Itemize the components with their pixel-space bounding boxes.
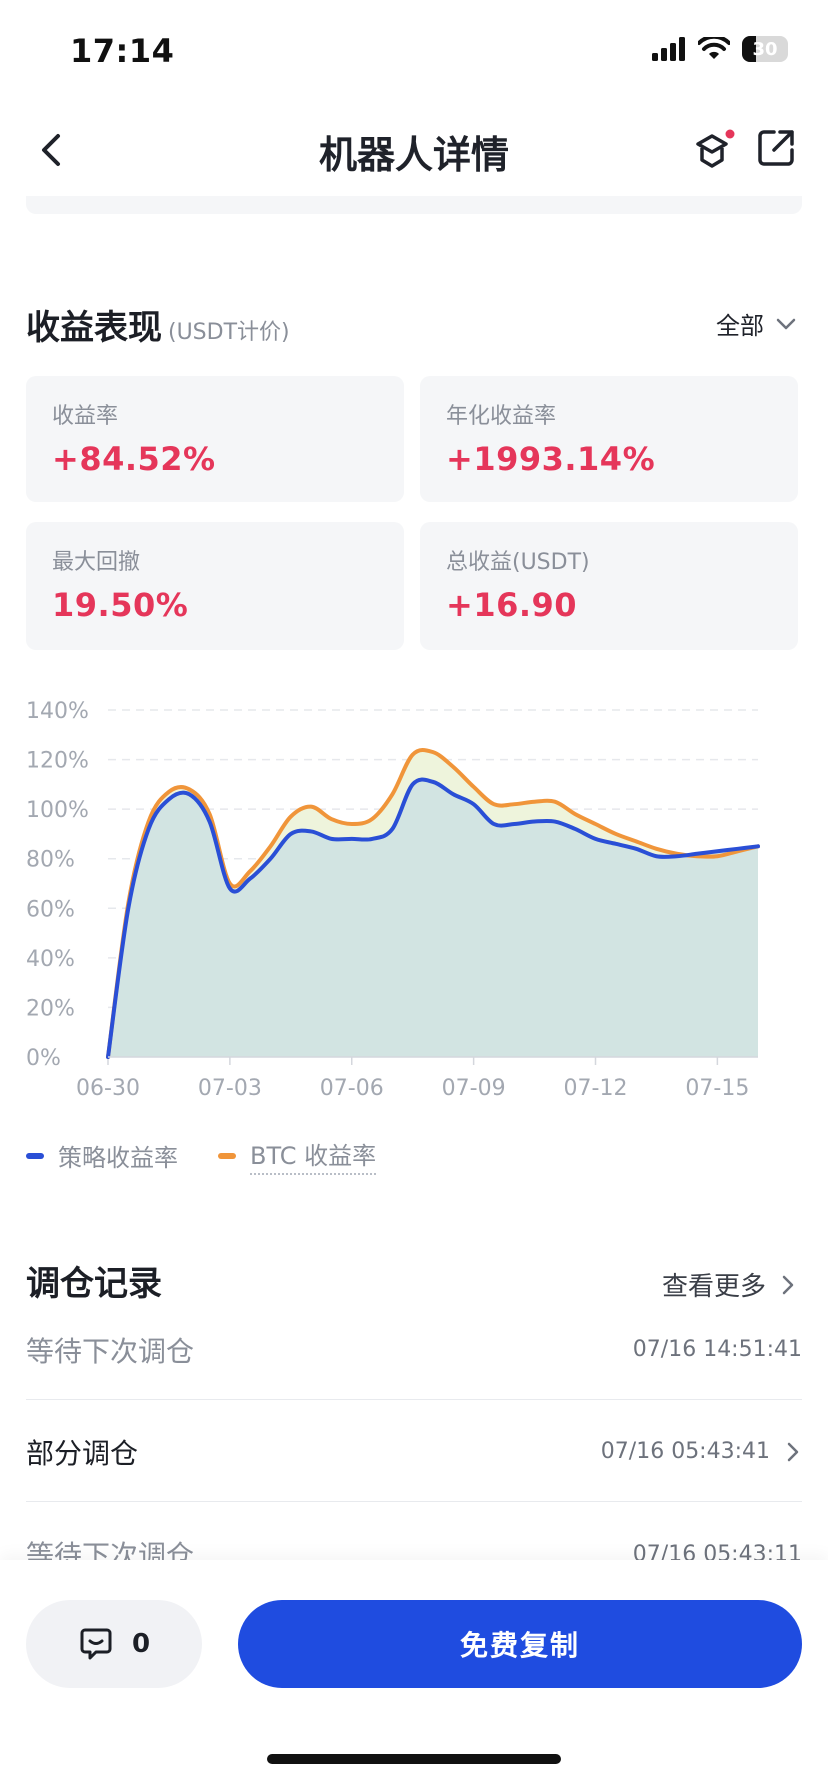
share-icon[interactable] [752,124,800,172]
x-tick-label: 07-12 [564,1076,628,1101]
strategy-area [108,779,758,1057]
x-tick-label: 07-15 [685,1076,749,1101]
y-tick-label: 40% [26,947,75,972]
stat-value: +84.52% [52,440,216,478]
chevron-right-icon [787,1442,799,1461]
legend-swatch [218,1152,236,1159]
chevron-down-icon [776,318,796,329]
records-title: 调仓记录 [26,1264,162,1304]
legend-label: BTC 收益率 [250,1136,377,1175]
stat-card-return: 收益率 +84.52% [26,376,404,502]
x-tick-label: 06-30 [76,1076,140,1101]
back-arrow-icon[interactable] [30,128,74,172]
stat-value: +1993.14% [446,440,656,478]
y-tick-label: 80% [26,848,75,873]
stat-label: 总收益(USDT) [446,550,590,575]
stat-label: 年化收益率 [446,404,557,429]
cellular-signal-icon [652,37,685,61]
chart-legend: 策略收益率 BTC 收益率 [26,1136,377,1175]
home-indicator [267,1754,561,1764]
free-copy-button[interactable]: 免费复制 [238,1600,802,1688]
view-more-link[interactable]: 查看更多 [662,1266,798,1303]
view-more-label: 查看更多 [661,1272,766,1302]
graduation-cap-icon[interactable] [690,126,738,174]
y-tick-label: 120% [26,749,89,774]
period-filter-label: 全部 [716,312,764,340]
performance-title: 收益表现 (USDT计价) [26,308,290,348]
stat-card-total-profit: 总收益(USDT) +16.90 [420,522,798,650]
stat-value: +16.90 [446,586,578,624]
battery-level: 30 [752,38,778,60]
stat-label: 最大回撤 [52,550,141,575]
status-bar: 17:14 30 [0,0,828,100]
btc-series-line [106,747,760,1059]
comment-button[interactable]: 0 [26,1600,202,1688]
record-row: 等待下次调仓 07/16 14:51:41 [26,1300,802,1400]
status-time: 17:14 [70,32,175,70]
record-row[interactable]: 部分调仓 07/16 05:43:41 [26,1402,802,1502]
y-tick-label: 20% [26,996,75,1021]
comment-count: 0 [131,1629,151,1659]
page-title: 机器人详情 [318,133,509,177]
stat-label: 收益率 [52,404,119,429]
period-filter-dropdown[interactable]: 全部 [716,306,798,341]
chevron-right-icon [782,1275,794,1294]
y-tick-label: 100% [26,798,89,823]
x-tick-label: 07-03 [198,1076,262,1101]
return-chart[interactable]: 0% 20% 40% 60% 80% 100% 120% 140% 06-30 07-03 07-0… [0,690,828,1110]
x-tick-label: 07-06 [320,1076,384,1101]
record-time: 07/16 14:51:41 [632,1337,802,1362]
y-tick-label: 60% [26,897,75,922]
stat-card-max-drawdown: 最大回撤 19.50% [26,522,404,650]
record-time: 07/16 05:43:41 [600,1439,770,1464]
legend-item-btc[interactable]: BTC 收益率 [218,1136,377,1175]
strategy-series-line [106,777,760,1059]
stat-value: 19.50% [52,586,189,624]
record-name: 部分调仓 [26,1436,139,1470]
performance-subtitle: (USDT计价) [168,320,290,345]
x-tick-label: 07-09 [442,1076,506,1101]
battery-indicator: 30 [742,36,788,62]
wifi-icon [698,37,730,59]
previous-card-edge [26,196,802,214]
nav-bar: 机器人详情 [0,110,828,190]
record-name: 等待下次调仓 [26,1334,195,1368]
legend-item-strategy: 策略收益率 [26,1138,178,1173]
notification-dot [725,129,735,139]
legend-label: 策略收益率 [58,1144,178,1172]
y-tick-label: 140% [26,699,89,724]
y-tick-label: 0% [26,1046,61,1071]
legend-swatch [26,1152,44,1159]
stat-card-annualized: 年化收益率 +1993.14% [420,376,798,502]
comment-icon [80,1628,112,1660]
status-icons: 30 [652,36,788,62]
